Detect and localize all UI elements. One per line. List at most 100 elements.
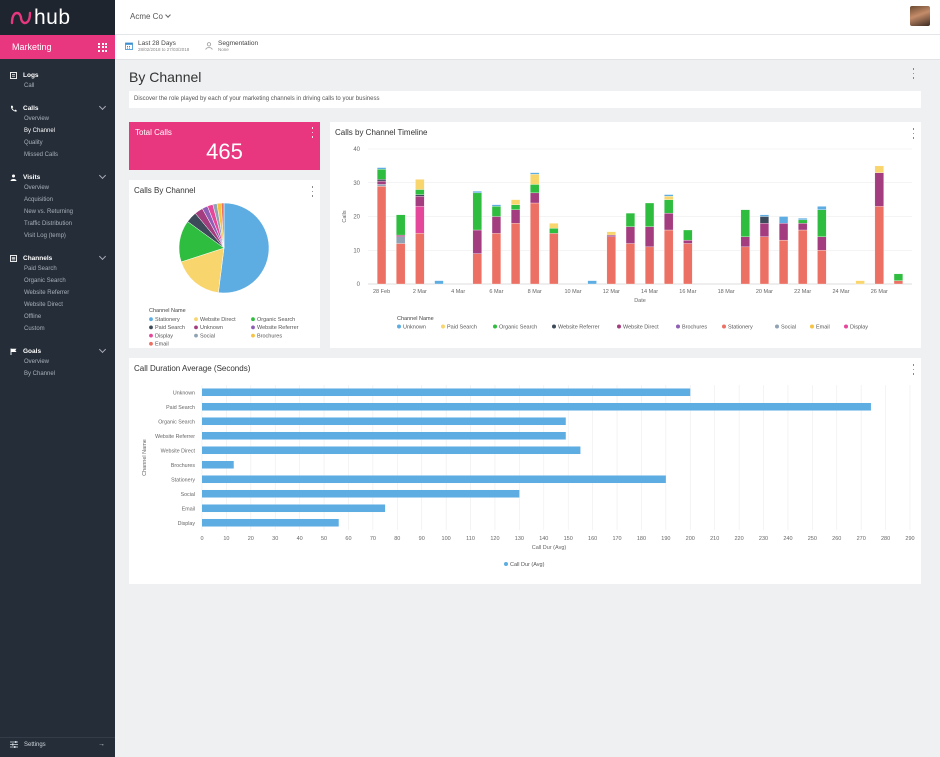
settings-link[interactable]: Settings → (0, 737, 115, 751)
timeline-bar-day20-unknown (759, 214, 769, 217)
timeline-bar-day0-social (377, 184, 387, 187)
nav-section-header-visits[interactable]: Visits (0, 171, 115, 182)
timeline-bar-day6-website-direct (491, 216, 501, 234)
timeline-xtick-24-mar: 24 Mar (832, 289, 849, 295)
timeline-bar-day20-website-direct (759, 223, 769, 237)
sidebar-item-acquisition[interactable]: Acquisition (24, 197, 54, 203)
pie-legend-swatch-paid-search (149, 325, 153, 330)
timeline-menu-icon[interactable] (912, 128, 915, 139)
duration-category-social: Social (181, 492, 195, 498)
logout-arrow-icon[interactable]: → (98, 741, 105, 748)
nav-section-label: Visits (23, 173, 41, 181)
sidebar-item-new-vs-returning[interactable]: New vs. Returning (24, 209, 74, 215)
timeline-bar-day7-website-direct (511, 209, 521, 224)
company-selector[interactable]: Acme Co (130, 12, 171, 21)
timeline-bar-day2-paid-search (415, 179, 425, 190)
sidebar-item-quality[interactable]: Quality (24, 140, 43, 146)
sidebar-item-offline[interactable]: Offline (24, 314, 42, 320)
segmentation-filter[interactable]: Segmentation None (205, 40, 258, 53)
duration-xtick-280: 280 (881, 536, 890, 542)
page-menu-icon[interactable] (912, 68, 915, 79)
chevron-down-icon[interactable] (98, 345, 107, 354)
timeline-bar-day14-stationery (645, 246, 655, 285)
duration-chart: 0 10 20 30 40 50 60 70 80 90 100 110 120 130 140 150 160… (142, 385, 915, 568)
sidebar-item-overview[interactable]: Overview (24, 185, 50, 191)
duration-category-brochures: Brochures (171, 463, 195, 469)
sidebar-item-website-referrer[interactable]: Website Referrer (24, 290, 70, 296)
sidebar-item-organic-search[interactable]: Organic Search (24, 278, 66, 284)
pie-slice-9 (220, 202, 225, 249)
timeline-bar-day21-website-direct (779, 223, 789, 241)
sidebar-item-call[interactable]: Call (24, 83, 35, 89)
sidebar-item-by-channel[interactable]: By Channel (24, 371, 56, 377)
duration-xtick-180: 180 (637, 536, 646, 542)
duration-bar-organic-search (202, 417, 566, 426)
timeline-bar-day13-organic-search (625, 212, 635, 227)
duration-bar-social (202, 489, 520, 498)
sidebar-item-traffic-distribution[interactable]: Traffic Distribution (24, 221, 73, 227)
duration-category-display: Display (178, 521, 196, 527)
avatar[interactable] (910, 6, 930, 26)
sidebar-item-custom[interactable]: Custom (24, 326, 45, 332)
timeline-bar-day8-website-direct (530, 192, 540, 204)
duration-xtick-200: 200 (686, 536, 695, 542)
nav-section-calls: Calls Overview By Channel Quality Missed Cal… (0, 102, 115, 161)
chevron-down-icon[interactable] (98, 102, 107, 111)
timeline-bar-day0-unknown (377, 167, 387, 170)
sidebar-item-overview[interactable]: Overview (24, 116, 50, 122)
sidebar-item-visit-log-temp[interactable]: Visit Log (temp) (24, 233, 66, 239)
timeline-bar-day2-display (415, 206, 425, 234)
timeline-bar-day26-stationery (874, 206, 884, 285)
date-range-value: 28/02/2018 to 27/03/2018 (138, 47, 190, 52)
timeline-bar-day8-organic-search (530, 184, 540, 194)
pie-legend-label-organic-search: Organic Search (257, 317, 295, 323)
timeline-xtick-18-mar: 18 Mar (718, 289, 735, 295)
chevron-down-icon[interactable] (98, 171, 107, 180)
timeline-xtick-2-mar: 2 Mar (413, 289, 427, 295)
duration-menu-icon[interactable] (912, 364, 915, 375)
timeline-ytick-30: 30 (353, 181, 360, 187)
sidebar-item-overview[interactable]: Overview (24, 359, 50, 365)
section-label: Marketing (12, 42, 52, 52)
nav-section-header-goals[interactable]: Goals (0, 345, 115, 356)
timeline-bar-day22-organic-search (798, 219, 808, 224)
sidebar-item-website-direct[interactable]: Website Direct (24, 302, 63, 308)
timeline-legend-label-brochures: Brochures (682, 325, 707, 331)
duration-xtick-150: 150 (564, 536, 573, 542)
timeline-bar-day7-paid-search (511, 199, 521, 205)
pie-slice-0 (218, 202, 270, 294)
date-range-filter[interactable]: Last 28 Days 28/02/2018 to 27/03/2018 (125, 40, 189, 53)
pie-menu-icon[interactable] (311, 186, 314, 197)
duration-xtick-140: 140 (539, 536, 548, 542)
book-icon (10, 71, 17, 79)
timeline-legend-label-unknown: Unknown (403, 325, 426, 331)
timeline-bar-day13-website-direct (625, 226, 635, 244)
duration-xtick-190: 190 (661, 536, 670, 542)
pie-legend-label-website-referrer: Website Referrer (257, 325, 299, 331)
section-switcher[interactable]: Marketing (0, 35, 115, 59)
timeline-ytick-10: 10 (353, 248, 360, 254)
sidebar-item-missed-calls[interactable]: Missed Calls (24, 152, 59, 158)
sidebar-item-by-channel[interactable]: By Channel (24, 128, 56, 134)
timeline-legend-label-stationery: Stationery (728, 325, 753, 331)
logo-icon (10, 11, 32, 24)
timeline-bar-day1-website-direct (396, 234, 406, 237)
timeline-bar-day15-paid-search (664, 196, 674, 200)
duration-chart-title: Call Duration Average (Seconds) (134, 364, 251, 373)
timeline-bar-day1-organic-search (396, 214, 406, 236)
timeline-legend-title: Channel Name (397, 316, 434, 322)
logo[interactable]: hub (0, 0, 115, 35)
timeline-xtick-4-mar: 4 Mar (451, 289, 465, 295)
timeline-bar-day15-website-direct (664, 212, 674, 231)
nav-section-header-logs[interactable]: Logs (0, 70, 115, 80)
duration-bar-stationery (202, 475, 666, 484)
chevron-down-icon[interactable] (98, 252, 107, 261)
timeline-bar-day5-stationery (472, 253, 482, 285)
duration-category-organic-search: Organic Search (158, 419, 195, 425)
total-calls-menu-icon[interactable] (311, 127, 314, 138)
nav-section-header-channels[interactable]: Channels (0, 252, 115, 263)
nav-section-header-calls[interactable]: Calls (0, 102, 115, 113)
sidebar-item-paid-search[interactable]: Paid Search (24, 266, 57, 272)
timeline-bar-day23-website-direct (817, 236, 827, 251)
apps-grid-icon[interactable] (98, 42, 107, 52)
